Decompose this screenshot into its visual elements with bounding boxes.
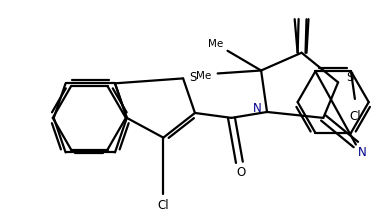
Text: N: N xyxy=(358,146,366,159)
Text: S: S xyxy=(346,71,354,84)
Text: Me: Me xyxy=(196,71,212,81)
Text: S: S xyxy=(189,71,197,84)
Text: N: N xyxy=(253,102,262,115)
Text: Me: Me xyxy=(208,39,223,49)
Text: O: O xyxy=(237,166,246,179)
Text: Cl: Cl xyxy=(349,110,361,123)
Text: Cl: Cl xyxy=(157,199,169,212)
